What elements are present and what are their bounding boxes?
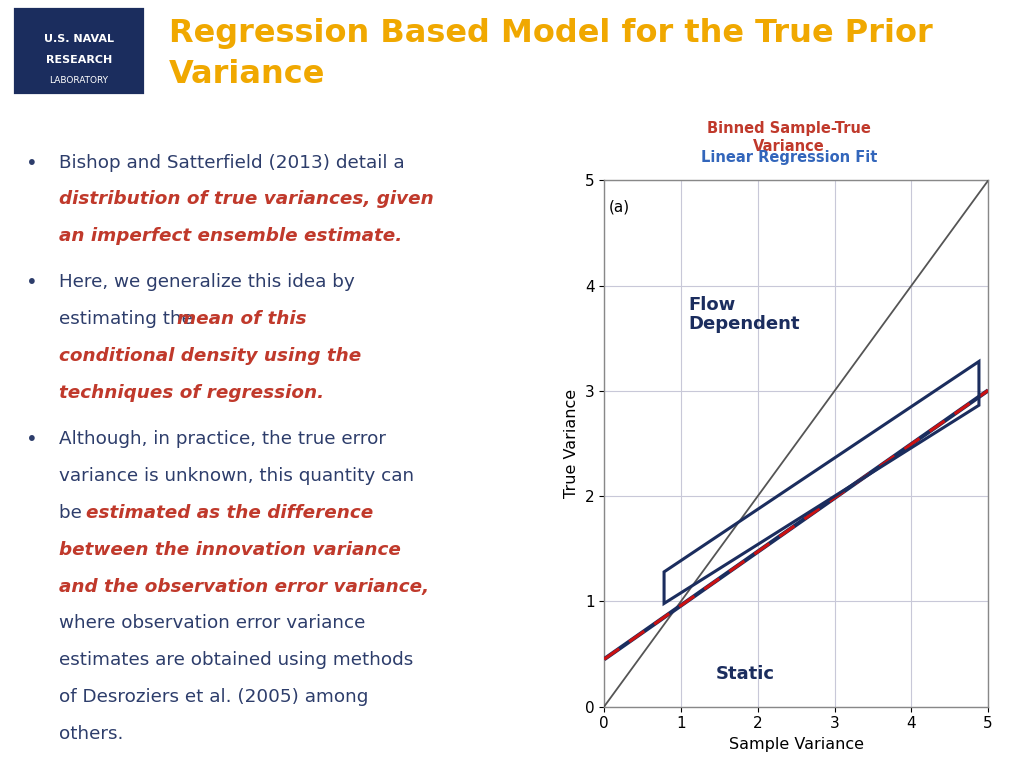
Text: Bishop and Satterfield (2013) detail a: Bishop and Satterfield (2013) detail a	[59, 154, 406, 171]
Text: conditional density using the: conditional density using the	[59, 347, 361, 365]
Text: Here, we generalize this idea by: Here, we generalize this idea by	[59, 273, 355, 291]
Text: Static: Static	[716, 665, 774, 684]
Text: (a): (a)	[608, 200, 630, 214]
Text: variance is unknown, this quantity can: variance is unknown, this quantity can	[59, 467, 415, 485]
Y-axis label: True Variance: True Variance	[564, 389, 580, 498]
FancyBboxPatch shape	[12, 6, 145, 95]
Text: an imperfect ensemble estimate.: an imperfect ensemble estimate.	[59, 227, 402, 245]
Text: Although, in practice, the true error: Although, in practice, the true error	[59, 430, 386, 448]
Text: U.S. NAVAL: U.S. NAVAL	[44, 35, 114, 45]
Text: distribution of true variances, given: distribution of true variances, given	[59, 190, 434, 208]
Text: others.: others.	[59, 725, 124, 743]
X-axis label: Sample Variance: Sample Variance	[729, 737, 863, 752]
Text: Binned Sample-True
Variance: Binned Sample-True Variance	[707, 121, 871, 154]
Text: LABORATORY: LABORATORY	[49, 76, 109, 85]
Text: be: be	[59, 504, 88, 521]
Text: RESEARCH: RESEARCH	[46, 55, 112, 65]
Text: techniques of regression.: techniques of regression.	[59, 384, 325, 402]
Text: where observation error variance: where observation error variance	[59, 614, 366, 632]
Text: between the innovation variance: between the innovation variance	[59, 541, 401, 558]
Text: and the observation error variance,: and the observation error variance,	[59, 578, 429, 595]
Text: mean of this: mean of this	[177, 310, 307, 328]
Text: •: •	[26, 154, 37, 173]
Text: Regression Based Model for the True Prior: Regression Based Model for the True Prio…	[169, 18, 933, 48]
Text: Variance: Variance	[169, 59, 326, 90]
Text: estimating the: estimating the	[59, 310, 199, 328]
Text: Linear Regression Fit: Linear Regression Fit	[700, 151, 878, 165]
Text: Flow
Dependent: Flow Dependent	[688, 296, 800, 333]
Text: of Desroziers et al. (2005) among: of Desroziers et al. (2005) among	[59, 688, 369, 706]
Text: •: •	[26, 273, 37, 293]
Text: •: •	[26, 430, 37, 449]
Text: estimated as the difference: estimated as the difference	[86, 504, 374, 521]
Text: estimates are obtained using methods: estimates are obtained using methods	[59, 651, 414, 669]
